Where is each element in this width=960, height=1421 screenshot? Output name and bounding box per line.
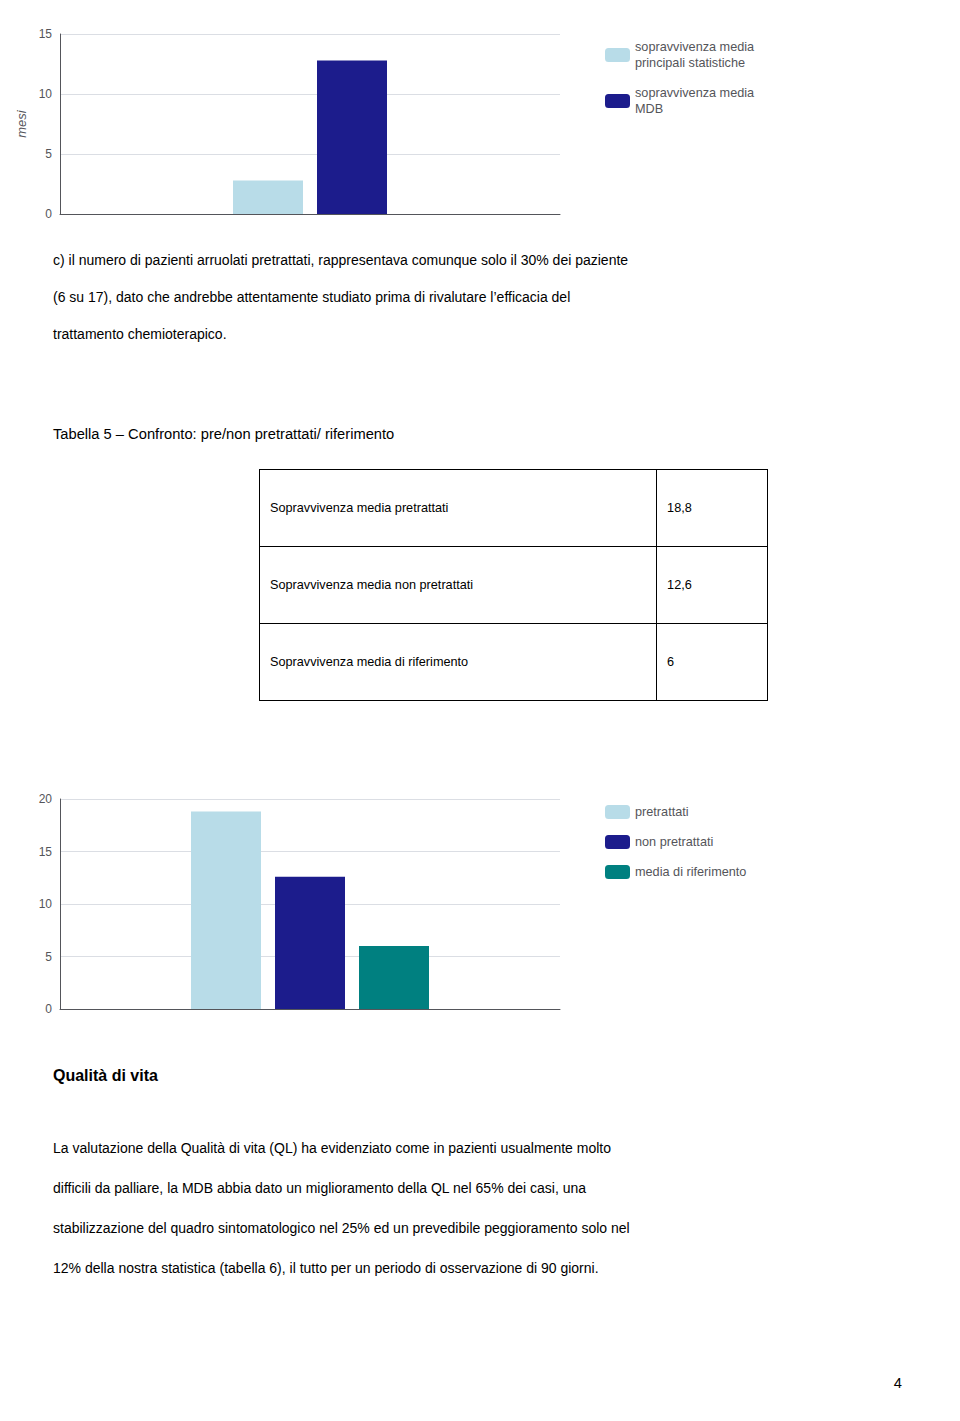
svg-text:mesi: mesi <box>14 109 29 138</box>
svg-text:20: 20 <box>39 792 53 806</box>
html-text:c) il numero di pazienti arruo: c) il numero di pazienti arruolati pretr… <box>53 252 629 268</box>
svg-text:5: 5 <box>45 950 52 964</box>
svg-text:principali statistiche: principali statistiche <box>635 56 745 70</box>
svg-text:pretrattati: pretrattati <box>635 805 689 819</box>
svg-text:media di riferimento: media di riferimento <box>635 865 746 879</box>
html-text:La valutazione della Qualità d: La valutazione della Qualità di vita (QL… <box>53 1140 611 1156</box>
html-text:(6 su 17), dato che andrebbe a: (6 su 17), dato che andrebbe attentament… <box>53 289 571 305</box>
html-text:difficili da palliare, la MDB: difficili da palliare, la MDB abbia dato… <box>53 1180 587 1196</box>
html-text:12,6: 12,6 <box>667 578 692 592</box>
svg-text:0: 0 <box>45 1002 52 1016</box>
html-text:Sopravvivenza media pretrattat: Sopravvivenza media pretrattati <box>270 501 449 515</box>
svg-text:15: 15 <box>39 845 53 859</box>
html-text:18,8: 18,8 <box>667 501 692 515</box>
svg-text:15: 15 <box>39 27 53 41</box>
svg-text:MDB: MDB <box>635 102 663 116</box>
svg-text:sopravvivenza media: sopravvivenza media <box>635 86 755 100</box>
svg-text:5: 5 <box>45 147 52 161</box>
html-text:Sopravvivenza media di riferim: Sopravvivenza media di riferimento <box>270 655 469 669</box>
svg-text:0: 0 <box>45 207 52 221</box>
svg-text:non pretrattati: non pretrattati <box>635 835 713 849</box>
svg-text:sopravvivenza media: sopravvivenza media <box>635 40 755 54</box>
html-text:Tabella 5 – Confronto: pre/non: Tabella 5 – Confronto: pre/non pretratta… <box>53 426 395 442</box>
html-text:Qualità di vita: Qualità di vita <box>53 1067 158 1084</box>
html-text:stabilizzazione del quadro sin: stabilizzazione del quadro sintomatologi… <box>53 1220 630 1236</box>
html-text:6: 6 <box>667 655 675 669</box>
svg-text:10: 10 <box>39 87 53 101</box>
html-text:Sopravvivenza media non pretra: Sopravvivenza media non pretrattati <box>270 578 474 592</box>
svg-text:10: 10 <box>39 897 53 911</box>
html-text:trattamento chemioterapico.: trattamento chemioterapico. <box>53 326 227 342</box>
html-text:12% della nostra statistica (t: 12% della nostra statistica (tabella 6),… <box>53 1260 599 1276</box>
html-text:4: 4 <box>893 1375 902 1391</box>
